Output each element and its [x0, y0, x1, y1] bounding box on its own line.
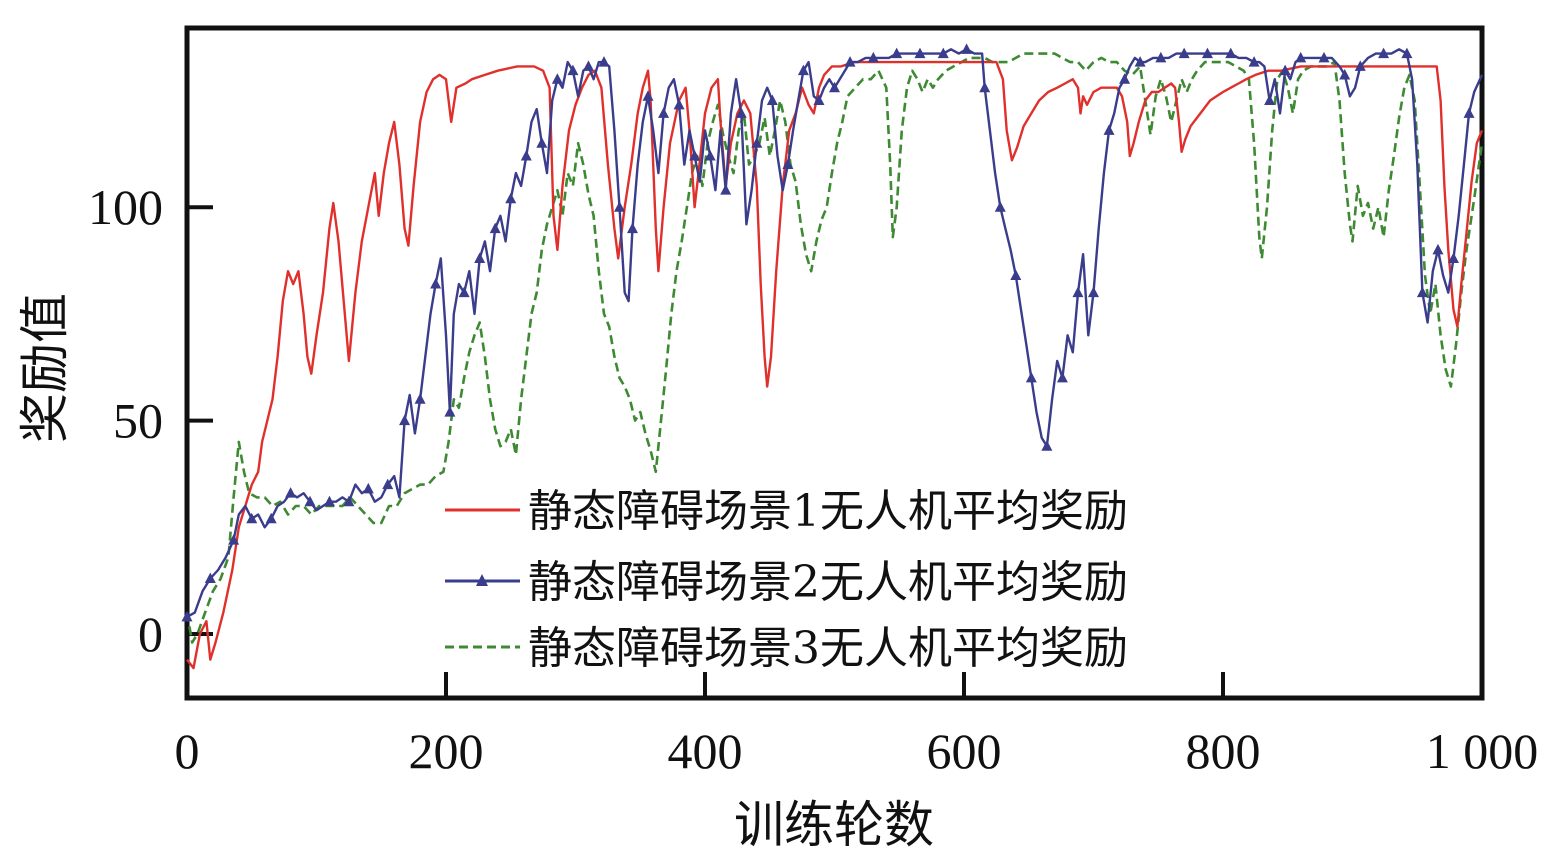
series-2-marker — [582, 60, 594, 71]
series-2-marker — [399, 414, 411, 426]
series-2-marker — [1248, 56, 1260, 67]
series-2-marker — [751, 137, 763, 148]
series-2-marker — [505, 192, 517, 204]
series-2-marker — [961, 43, 973, 54]
series-2-marker — [228, 534, 240, 545]
series-2-marker — [937, 47, 949, 59]
series-2-marker — [1103, 124, 1115, 135]
series-2-marker — [1072, 286, 1084, 298]
series-2-marker — [1448, 252, 1460, 263]
series-2-marker — [704, 150, 716, 161]
series-2-marker — [689, 150, 701, 161]
y-tick-label: 100 — [88, 179, 163, 235]
series-2-marker — [626, 222, 638, 234]
series-2-marker — [536, 137, 548, 148]
series-2-marker — [343, 495, 355, 507]
series-2-marker — [1201, 47, 1213, 59]
series-2-marker — [614, 201, 626, 212]
x-tick-label: 200 — [409, 723, 484, 779]
series-2-marker — [844, 56, 856, 67]
legend-label-3: 静态障碍场景3无人机平均奖励 — [528, 623, 1128, 674]
series-2-marker — [1134, 56, 1146, 67]
legend-label-1: 静态障碍场景1无人机平均奖励 — [528, 486, 1128, 537]
plot-area-frame — [184, 25, 1485, 701]
series-2-marker — [246, 512, 258, 524]
series-2-marker — [362, 482, 374, 494]
x-tick-label: 0 — [175, 723, 200, 779]
series-2-marker — [1178, 47, 1190, 59]
series-2-marker — [382, 478, 394, 490]
series-2-marker — [1416, 286, 1428, 298]
series-2-marker — [797, 64, 809, 76]
series-2-marker — [813, 94, 825, 106]
series-2-marker — [323, 495, 335, 507]
series-2-marker — [1119, 73, 1131, 84]
series-2-marker — [474, 252, 486, 263]
series-2-marker — [766, 94, 778, 106]
x-axis-title: 训练轮数 — [734, 796, 934, 854]
series-2-marker — [1225, 47, 1237, 59]
series-2-marker — [1264, 94, 1276, 106]
series-layer — [181, 43, 1484, 670]
series-2-marker — [1401, 47, 1413, 59]
y-axis-title: 奖励值 — [16, 293, 74, 443]
series-2-marker — [1056, 371, 1068, 383]
series-2-marker — [867, 51, 879, 63]
x-axis-ticks: 0 200 400 600 800 1 000 — [175, 672, 1539, 779]
y-tick-label: 50 — [113, 393, 163, 449]
series-2-marker — [265, 512, 277, 524]
series-2-marker — [1295, 51, 1307, 63]
series-2-marker — [285, 487, 297, 498]
series-2-marker — [598, 56, 610, 67]
series-line-1 — [186, 60, 1484, 670]
series-2-marker — [520, 150, 532, 161]
series-2-marker — [782, 158, 794, 170]
series-2-marker — [551, 73, 563, 84]
series-2-marker — [1318, 51, 1330, 63]
x-tick-label: 800 — [1186, 723, 1261, 779]
series-2-marker — [1339, 68, 1351, 80]
legend: 静态障碍场景1无人机平均奖励静态障碍场景2无人机平均奖励静态障碍场景3无人机平均… — [445, 486, 1128, 674]
series-2-marker — [1279, 64, 1291, 76]
series-line-2 — [186, 48, 1484, 618]
series-2-marker — [458, 286, 470, 298]
series-2-marker — [1378, 47, 1390, 59]
series-2-marker — [204, 572, 216, 584]
series-2-marker — [891, 47, 903, 59]
series-2-marker — [444, 406, 456, 417]
series-2-marker — [994, 201, 1006, 212]
series-2-marker — [430, 278, 442, 289]
series-2-marker — [414, 393, 426, 404]
series-2-marker — [1354, 60, 1366, 71]
series-2-marker — [642, 90, 654, 101]
y-tick-label: 0 — [138, 606, 163, 662]
series-2-marker — [673, 98, 685, 110]
series-2-marker — [979, 81, 991, 93]
x-tick-label: 1 000 — [1426, 723, 1539, 779]
series-2-marker — [720, 184, 732, 195]
series-2-marker — [1463, 107, 1475, 118]
series-2-marker — [1432, 243, 1444, 255]
series-2-marker — [1041, 440, 1053, 451]
series-2-marker — [1155, 51, 1167, 63]
series-2-marker — [1025, 371, 1037, 383]
series-2-marker — [1010, 269, 1022, 281]
series-2-marker — [567, 64, 579, 76]
series-2-marker — [735, 107, 747, 118]
series-2-marker — [829, 81, 840, 93]
y-axis-ticks: 0 50 100 — [88, 179, 213, 662]
legend-marker-2 — [476, 574, 488, 586]
series-2-marker — [914, 47, 926, 59]
series-2-marker — [181, 610, 193, 622]
x-tick-label: 400 — [668, 723, 743, 779]
series-2-marker — [304, 495, 316, 507]
series-2-marker — [1088, 286, 1099, 298]
series-2-marker — [658, 107, 670, 118]
x-tick-label: 600 — [927, 723, 1002, 779]
legend-label-2: 静态障碍场景2无人机平均奖励 — [528, 557, 1128, 608]
series-2-marker — [489, 222, 501, 234]
